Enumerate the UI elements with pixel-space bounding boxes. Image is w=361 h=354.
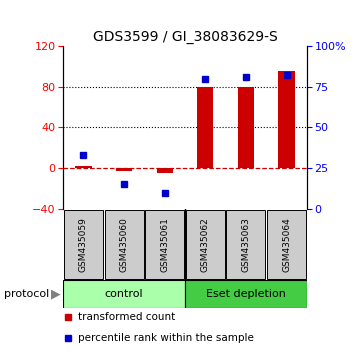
Bar — [186, 210, 225, 279]
Bar — [278, 72, 295, 168]
Text: GSM435059: GSM435059 — [79, 217, 88, 272]
Bar — [185, 280, 307, 308]
Text: GSM435062: GSM435062 — [201, 217, 210, 272]
Text: protocol: protocol — [4, 289, 49, 299]
Text: GSM435060: GSM435060 — [119, 217, 129, 272]
Text: GSM435063: GSM435063 — [242, 217, 251, 272]
Bar — [238, 87, 254, 168]
Text: percentile rank within the sample: percentile rank within the sample — [78, 333, 254, 343]
Bar — [267, 210, 306, 279]
Bar — [145, 210, 184, 279]
Text: GSM435064: GSM435064 — [282, 217, 291, 272]
Bar — [226, 210, 265, 279]
Bar — [116, 168, 132, 171]
Text: transformed count: transformed count — [78, 312, 175, 322]
Bar — [75, 166, 92, 168]
Bar — [63, 280, 185, 308]
Text: control: control — [105, 289, 143, 299]
Text: Eset depletion: Eset depletion — [206, 289, 286, 299]
Title: GDS3599 / GI_38083629-S: GDS3599 / GI_38083629-S — [93, 30, 277, 44]
Text: ▶: ▶ — [51, 287, 61, 300]
Bar — [157, 168, 173, 173]
Bar — [105, 210, 144, 279]
Bar — [64, 210, 103, 279]
Bar — [197, 87, 213, 168]
Text: GSM435061: GSM435061 — [160, 217, 169, 272]
